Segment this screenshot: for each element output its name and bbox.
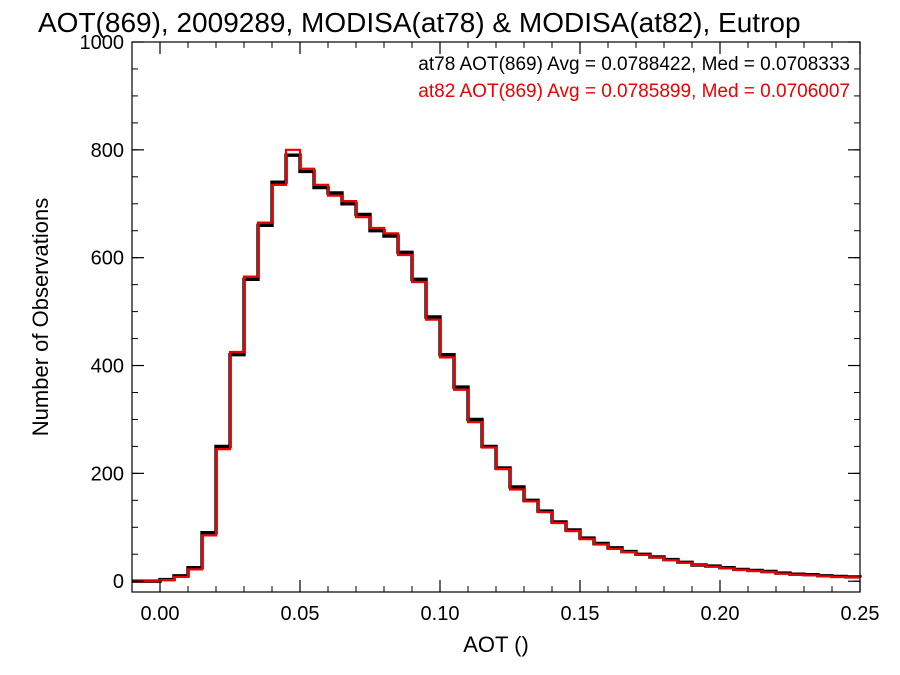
chart-title: AOT(869), 2009289, MODISA(at78) & MODISA… xyxy=(38,7,801,38)
x-tick-label: 0.15 xyxy=(561,603,600,625)
x-axis: 0.00 0.05 0.10 0.15 0.20 0.25 xyxy=(131,42,880,625)
stat-label-at78: at78 AOT(869) Avg = 0.0788422, Med = 0.0… xyxy=(418,54,850,75)
series-layer xyxy=(132,148,862,583)
series-line-at82 xyxy=(132,148,862,583)
series-line-at78 xyxy=(132,153,862,583)
x-tick-label: 0.00 xyxy=(141,603,180,625)
x-tick-label: 0.25 xyxy=(841,603,880,625)
x-tick-label: 0.20 xyxy=(701,603,740,625)
x-axis-label: AOT () xyxy=(463,632,529,657)
plot-frame xyxy=(131,41,861,593)
y-tick-label: 400 xyxy=(91,356,124,378)
x-tick-label: 0.05 xyxy=(281,603,320,625)
y-tick-label: 1000 xyxy=(80,32,125,54)
stat-label-at82: at82 AOT(869) Avg = 0.0785899, Med = 0.0… xyxy=(418,81,850,102)
y-tick-label: 0 xyxy=(113,571,124,593)
y-tick-label: 200 xyxy=(91,463,124,485)
y-axis: 0 200 400 600 800 1000 xyxy=(80,32,860,593)
y-tick-label: 600 xyxy=(91,248,124,270)
x-tick-label: 0.10 xyxy=(421,603,460,625)
y-tick-label: 800 xyxy=(91,140,124,162)
y-axis-label: Number of Observations xyxy=(28,198,53,436)
